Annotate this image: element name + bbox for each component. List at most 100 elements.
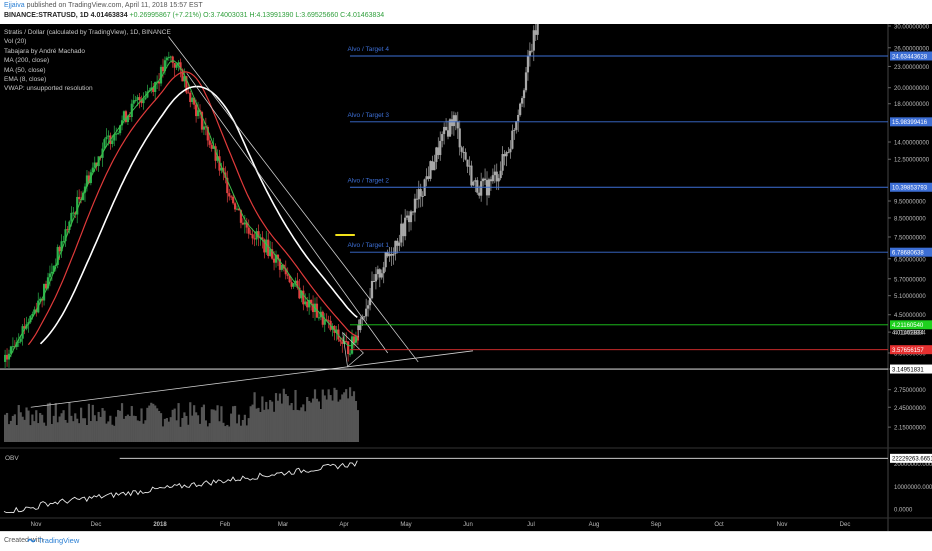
projection-candle xyxy=(491,175,494,182)
candle-body xyxy=(159,66,163,84)
volume-bar xyxy=(64,419,67,442)
volume-bar xyxy=(282,388,285,442)
candle-body xyxy=(128,115,131,117)
candle-body xyxy=(300,290,303,299)
volume-bar xyxy=(39,412,42,442)
candle-body xyxy=(103,139,106,149)
volume-bar xyxy=(272,411,276,442)
time-tick-label: Mar xyxy=(278,522,288,528)
projection-candle xyxy=(499,170,502,179)
volume-bar xyxy=(78,423,81,442)
volume-bar xyxy=(183,412,186,442)
volume-bar xyxy=(56,422,59,442)
legend-item-vol[interactable]: Vol (20) xyxy=(4,38,27,46)
price-tick-label: 3.50000000 xyxy=(894,351,926,357)
candle-body xyxy=(134,100,137,102)
price-chart[interactable]: 30.00000000 26.00000000 23.00000000 20.0000… xyxy=(0,24,932,531)
candle-body xyxy=(120,120,124,126)
volume-bar xyxy=(294,389,297,442)
candle-body xyxy=(253,238,256,240)
candle-body xyxy=(302,290,305,305)
legend-item-ema8[interactable]: EMA (8, close) xyxy=(4,76,47,84)
candle-body xyxy=(269,249,272,256)
price-badge-text: 3.57656157 xyxy=(892,348,924,354)
projection-candle xyxy=(513,129,516,131)
volume-bar xyxy=(111,424,114,442)
candle-body xyxy=(132,100,135,104)
projection-candle xyxy=(452,115,455,127)
legend-item-ma200[interactable]: MA (200, close) xyxy=(4,57,50,65)
volume-bar xyxy=(50,423,53,442)
projection-candle xyxy=(474,180,477,182)
volume-bar xyxy=(214,410,217,442)
candle-body xyxy=(206,126,209,141)
projection-candle xyxy=(520,98,524,104)
target-label: Alvo / Target 4 xyxy=(348,46,390,53)
volume-bar xyxy=(350,396,354,442)
projection-candle xyxy=(365,308,368,317)
candle-body xyxy=(212,146,215,149)
projection-candle xyxy=(429,161,432,179)
candle-body xyxy=(345,340,348,342)
volume-bar xyxy=(321,389,324,442)
volume-bar xyxy=(354,400,358,442)
projection-candle xyxy=(489,179,493,182)
projection-candle xyxy=(437,147,440,156)
publisher-line: Ejjaiva published on TradingView.com, Ap… xyxy=(4,2,203,9)
volume-bar xyxy=(222,422,225,442)
volume-bar xyxy=(185,415,188,442)
price-tick-label: 26.00000000 xyxy=(894,46,930,52)
volume-bar xyxy=(148,405,151,442)
candle-body xyxy=(311,303,315,313)
price-badge xyxy=(890,345,932,355)
candle-body xyxy=(325,319,328,321)
projection-candle xyxy=(522,90,526,99)
projection-candle xyxy=(507,152,510,154)
projection-candle xyxy=(526,55,530,73)
legend-item-ma50[interactable]: MA (50, close) xyxy=(4,66,46,74)
volume-bar xyxy=(138,421,141,442)
volume-bar xyxy=(341,394,344,442)
legend-item-tabajara[interactable]: Tabajara by André Machado xyxy=(4,47,85,55)
candle-body xyxy=(23,326,26,329)
projection-candle xyxy=(448,119,452,137)
projection-candle xyxy=(382,267,385,274)
volume-bar xyxy=(81,418,85,442)
projection-candle xyxy=(519,103,522,115)
volume-bar xyxy=(74,413,77,442)
candle-body xyxy=(111,140,114,144)
projection-candle xyxy=(505,152,508,157)
volume-bar xyxy=(177,403,180,442)
projection-candle xyxy=(450,119,454,127)
time-tick-label: Dec xyxy=(91,522,102,528)
projection-candle xyxy=(470,165,473,186)
projection-candle xyxy=(528,50,531,56)
time-tick-label: Sep xyxy=(651,522,662,528)
candle-body xyxy=(15,342,18,347)
volume-bar xyxy=(276,400,280,442)
volume-bar xyxy=(323,395,326,442)
tradingview-brand[interactable]: TradingView xyxy=(38,536,80,545)
publisher-name[interactable]: Ejjaiva xyxy=(4,2,25,9)
symbol-line: BINANCE:STRATUSD, 1D 4.01463834 +0.26995… xyxy=(4,12,384,19)
volume-bar xyxy=(218,421,221,442)
candle-body xyxy=(161,66,165,72)
projection-candle xyxy=(392,253,395,256)
volume-bar xyxy=(122,418,126,442)
footer-bar: Created with TradingView xyxy=(0,531,932,551)
volume-bar xyxy=(286,396,289,442)
candle-body xyxy=(33,309,36,314)
volume-bar xyxy=(345,389,348,442)
candle-body xyxy=(105,136,108,140)
obv-badge-text: 22229263.6651 xyxy=(892,457,932,463)
projection-candle xyxy=(400,223,403,243)
candle-body xyxy=(202,126,206,130)
volume-bar xyxy=(181,418,184,442)
projection-candle xyxy=(363,316,366,318)
volume-bar xyxy=(317,401,321,442)
legend-item-vwap[interactable]: VWAP: unsupported resolution xyxy=(4,85,93,93)
projection-candle xyxy=(532,30,535,51)
candle-body xyxy=(167,57,170,59)
candle-body xyxy=(62,241,65,243)
chart-area[interactable]: 30.00000000 26.00000000 23.00000000 20.0000… xyxy=(0,24,932,531)
